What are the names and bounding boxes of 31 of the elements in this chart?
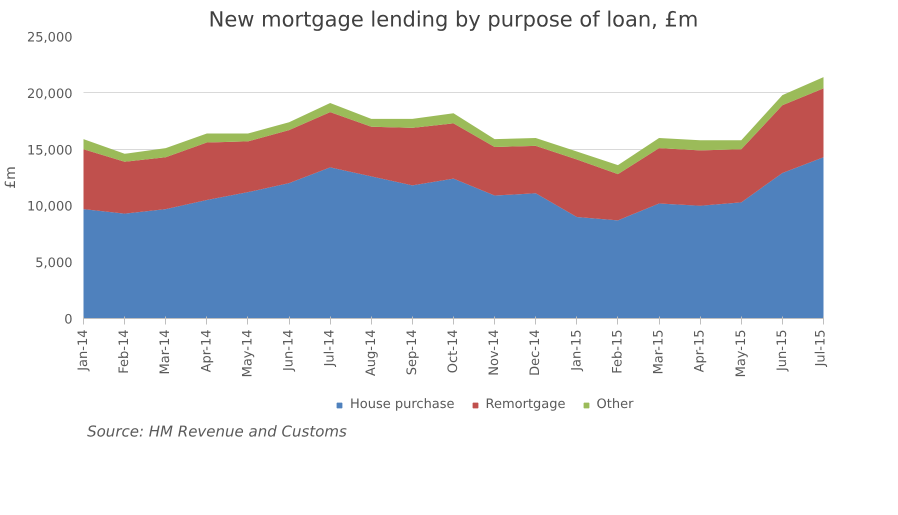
chart-title: New mortgage lending by purpose of loan, £m	[208, 8, 698, 32]
legend-label: House purchase	[350, 397, 455, 412]
x-tick-label: Sep-14	[404, 329, 420, 376]
x-tick-label: Jul-15	[814, 329, 828, 368]
x-tick-label: Apr-14	[199, 329, 214, 372]
x-tick-label: Mar-15	[652, 329, 667, 374]
y-tick-label: 25,000	[27, 30, 73, 46]
x-tick-label: Aug-14	[364, 329, 379, 376]
x-tick-label: Jul-14	[322, 329, 338, 368]
y-tick-label: 5,000	[35, 256, 72, 272]
legend-label: Other	[596, 397, 634, 412]
y-tick-label: 10,000	[27, 200, 73, 215]
x-tick-label: Jan-15	[569, 329, 584, 372]
y-axis-title: £m	[3, 166, 20, 189]
source-note: Source: HM Revenue and Customs	[87, 422, 347, 440]
x-tick-label: Jun-14	[282, 330, 297, 372]
y-tick-label: 0	[64, 312, 73, 328]
legend-label: Remortgage	[486, 397, 566, 412]
x-tick-label: Jan-14	[76, 329, 91, 372]
x-tick-label: Feb-15	[610, 330, 626, 374]
y-tick-label: 20,000	[27, 86, 73, 102]
x-tick-label: May-14	[240, 329, 256, 378]
x-tick-label: May-15	[734, 329, 749, 378]
x-tick-label: Dec-14	[528, 330, 544, 376]
y-tick-label: 15,000	[27, 143, 73, 158]
x-tick-label: Apr-15	[692, 329, 708, 372]
x-tick-label: Oct-14	[446, 329, 461, 374]
x-tick-label: Nov-14	[487, 329, 502, 376]
x-tick-label: Mar-14	[158, 329, 174, 374]
x-tick-label: Feb-14	[117, 330, 132, 374]
x-tick-label: Jun-15	[774, 330, 790, 372]
